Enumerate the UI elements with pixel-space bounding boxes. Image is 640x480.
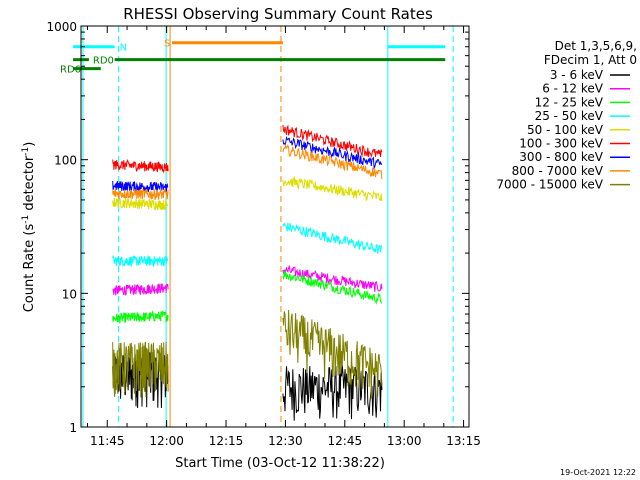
x-tick-label: 12:45 [328,434,363,448]
x-tick-label: 11:45 [90,434,125,448]
x-tick-label: 12:00 [149,434,184,448]
series-trace-0 [282,365,383,421]
legend-entry-label: 300 - 800 keV [519,150,603,164]
series-trace-4 [112,197,169,211]
series-trace-3 [112,254,169,268]
legend-header-line-2: FDecim 1, Att 0 [544,53,637,67]
series-trace-8 [282,309,383,399]
legend-entry-label: 100 - 300 keV [519,137,603,151]
status-label-rd0: RD0 [93,56,114,67]
legend-entry-label: 12 - 25 keV [535,95,604,109]
series-trace-2 [282,270,383,305]
y-tick-label: 100 [54,154,77,168]
legend-entry-label: 800 - 7000 keV [512,164,604,178]
series-trace-5 [282,124,383,158]
series-trace-1 [112,283,169,296]
series-trace-5 [112,158,169,174]
series-trace-7 [112,188,169,201]
legend-header-line-1: Det 1,3,5,6,9, [555,39,637,53]
series-trace-7 [282,143,383,180]
legend-entry-label: 6 - 12 keV [542,82,604,96]
y-tick-label: 10 [62,287,77,301]
series-trace-6 [282,135,383,170]
y-tick-label: 1000 [46,20,77,34]
y-axis-label: Count Rate (s-1 detector-1) [21,142,37,313]
legend-entry-label: 50 - 100 keV [527,123,604,137]
series-trace-2 [112,310,169,324]
series-trace-4 [282,175,383,202]
legend-entry-label: 7000 - 15000 keV [496,178,603,192]
plot-frame [80,25,470,428]
legend-entry-label: 3 - 6 keV [550,68,604,82]
series-group [112,124,383,421]
status-label-s: S [164,39,170,50]
status-label-n: N [120,43,127,54]
status-bars: N S RD0 RD6 [60,39,446,76]
x-tick-label: 13:15 [446,434,481,448]
axes: 1 10 100 1000 11:45 12:00 12:15 12:30 12:45 13:00… [46,20,480,448]
x-tick-label: 12:15 [209,434,244,448]
chart-title: RHESSI Observing Summary Count Rates [123,5,433,23]
footer-date: 19-Oct-2021 12:22 [560,468,636,477]
series-trace-3 [282,222,383,254]
x-axis-label: Start Time (03-Oct-12 11:38:22) [175,456,385,471]
legend: Det 1,3,5,6,9, FDecim 1, Att 0 3 - 6 keV… [496,39,637,192]
legend-entry-label: 25 - 50 keV [535,109,604,123]
status-label-rd6: RD6 [60,65,81,76]
series-trace-1 [282,264,383,292]
series-trace-8 [112,341,169,398]
x-tick-label: 13:00 [387,434,422,448]
y-tick-label: 1 [69,421,77,435]
x-tick-label: 12:30 [268,434,303,448]
